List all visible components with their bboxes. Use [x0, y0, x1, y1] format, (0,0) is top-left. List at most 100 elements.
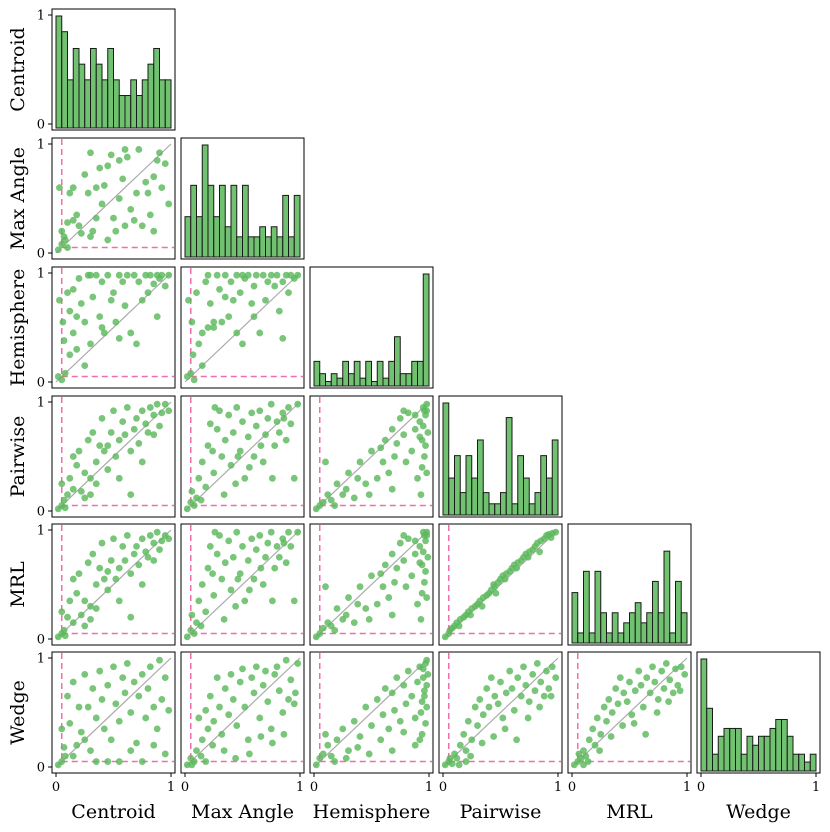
y-tick-label: 1	[37, 524, 45, 539]
panel-frame	[309, 395, 434, 518]
histogram-bar	[130, 79, 137, 129]
scatter-point	[605, 696, 613, 703]
scatter-point	[236, 289, 244, 297]
scatter-point	[421, 578, 428, 586]
histogram-bar	[213, 216, 220, 258]
scatter-point	[104, 162, 112, 170]
y-tick-label: 0	[37, 633, 45, 648]
scatter-point	[221, 559, 229, 567]
scatter-point	[209, 447, 217, 455]
scatter-point	[416, 736, 424, 744]
scatter-point	[419, 665, 427, 673]
scatter-point	[153, 156, 161, 164]
histogram-bar	[153, 47, 160, 129]
scatter-point	[400, 431, 408, 439]
scatter-point	[123, 660, 131, 667]
x-axis-label: Max Angle	[191, 801, 294, 823]
scatter-point	[654, 696, 662, 703]
scatter-point	[547, 534, 555, 542]
scatter-point	[220, 491, 228, 499]
scatter-point	[417, 615, 425, 623]
scatter-point	[54, 246, 62, 254]
scatter-point	[89, 429, 97, 436]
histogram-bar	[107, 47, 114, 129]
scatter-point	[529, 670, 537, 678]
scatter-point	[312, 761, 320, 769]
scatter-point	[356, 458, 364, 466]
scatter-point	[262, 667, 269, 675]
scatter-point	[423, 681, 431, 689]
x-tick-label: 1	[425, 780, 433, 795]
histogram-bar	[67, 79, 74, 129]
scatter-point	[87, 233, 94, 241]
histogram-bar	[571, 592, 579, 644]
histogram-bar	[511, 503, 519, 516]
scatter-point	[368, 722, 375, 729]
scatter-point	[660, 685, 668, 692]
scatter-point	[273, 663, 281, 671]
scatter-point	[273, 542, 281, 550]
y-tick-label: 0	[37, 118, 45, 133]
scatter-point	[81, 597, 89, 605]
histogram-bar	[623, 622, 630, 644]
scatter-point	[244, 271, 252, 279]
scatter-point	[651, 678, 659, 686]
scatter-point	[210, 717, 218, 725]
scatter-point	[269, 739, 276, 747]
scatter-point	[423, 532, 431, 539]
scatter-point	[204, 324, 212, 331]
scatter-point	[138, 535, 146, 543]
histogram-bar	[735, 727, 742, 772]
scatter-point	[156, 546, 163, 554]
scatter-point	[635, 667, 643, 675]
identity-line	[442, 657, 559, 768]
scatter-point	[130, 425, 138, 433]
scatter-point	[339, 725, 347, 733]
y-axis-label: Pairwise	[7, 416, 29, 498]
scatter-point	[69, 619, 77, 627]
scatter-point	[216, 285, 223, 293]
scatter-point	[514, 674, 522, 682]
scatter-panel-max-angle-vs-centroid	[51, 137, 176, 260]
scatter-point	[133, 739, 140, 747]
scatter-point	[127, 570, 135, 577]
scatter-point	[130, 271, 138, 279]
scatter-point	[520, 663, 527, 671]
y-tick-label: 1	[37, 267, 45, 282]
scatter-point	[123, 153, 131, 161]
scatter-point	[121, 431, 129, 439]
scatter-point	[232, 602, 240, 610]
scatter-point	[187, 369, 195, 377]
scatter-point	[204, 564, 212, 572]
histogram-bar	[61, 31, 68, 129]
scatter-point	[391, 706, 398, 714]
scatter-point	[197, 752, 205, 760]
histogram-bar	[282, 194, 289, 258]
scatter-point	[66, 307, 74, 315]
scatter-point	[264, 414, 272, 422]
histogram-bar	[804, 761, 811, 772]
scatter-point	[501, 575, 509, 583]
scatter-point	[58, 758, 66, 765]
scatter-point	[96, 313, 104, 320]
scatter-point	[202, 706, 210, 714]
scatter-point	[66, 351, 74, 359]
scatter-point	[121, 146, 129, 153]
histogram-bar	[353, 360, 361, 387]
histogram-bar	[159, 79, 166, 129]
scatter-point	[400, 681, 408, 689]
scatter-point	[639, 703, 647, 711]
scatter-point	[248, 674, 256, 682]
scatter-point	[98, 414, 106, 422]
scatter-point	[280, 730, 288, 738]
scatter-point	[400, 532, 408, 539]
x-tick-label: 1	[296, 780, 304, 795]
scatter-point	[138, 758, 146, 765]
scatter-point	[156, 149, 163, 157]
scatter-point	[285, 289, 292, 297]
histogram-bar	[540, 455, 547, 516]
histogram-bar	[371, 381, 378, 387]
y-tick-label: 0	[37, 376, 45, 391]
scatter-point	[467, 752, 474, 760]
